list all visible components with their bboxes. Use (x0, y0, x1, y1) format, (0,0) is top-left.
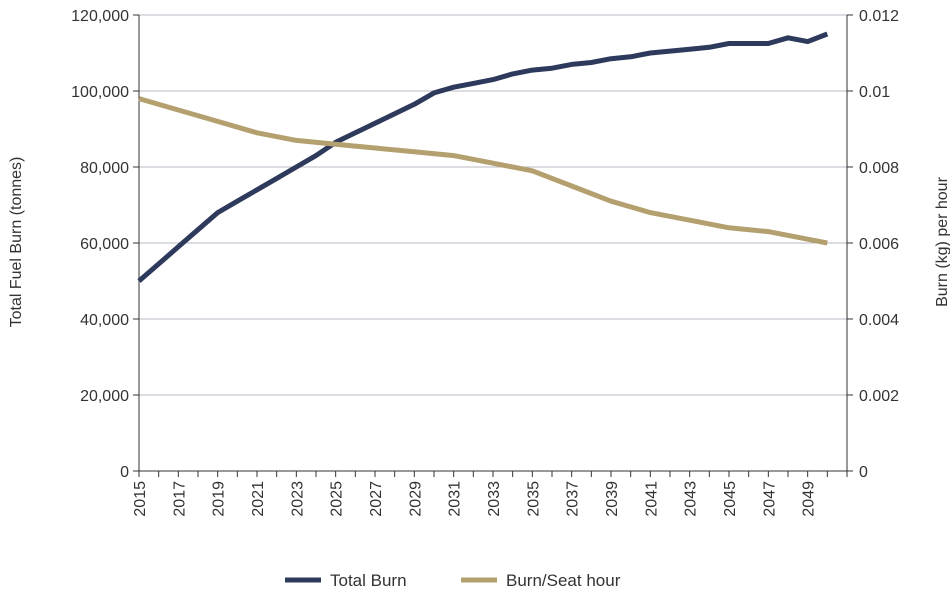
right-tick-label: 0.008 (859, 160, 899, 177)
series-line-burn-seat-hour (138, 96, 828, 246)
left-tick-label: 80,000 (80, 160, 129, 177)
left-tick-label: 20,000 (80, 388, 129, 405)
right-tick-label: 0.01 (859, 84, 890, 101)
x-tick-label: 2029 (407, 481, 424, 517)
left-tick-label: 0 (120, 464, 129, 481)
right-tick-label: 0.012 (859, 8, 899, 25)
right-tick-label: 0.004 (859, 312, 899, 329)
x-tick-label: 2039 (604, 481, 621, 517)
x-tick-label: 2027 (368, 481, 385, 517)
legend: Total Burn Burn/Seat hour (285, 571, 621, 590)
x-tick-label: 2033 (486, 481, 503, 517)
x-tick-label: 2043 (683, 481, 700, 517)
x-tick-label: 2047 (761, 481, 778, 517)
x-tick-label: 2045 (722, 481, 739, 517)
x-tick-label: 2041 (643, 481, 660, 517)
x-tick-label: 2031 (447, 481, 464, 517)
legend-label-total-burn: Total Burn (330, 571, 407, 590)
left-tick-label: 120,000 (71, 8, 129, 25)
x-tick-label: 2015 (132, 481, 149, 517)
x-tick-label: 2037 (565, 481, 582, 517)
legend-label-burn-seat-hour: Burn/Seat hour (506, 571, 621, 590)
series-line-total-burn (137, 31, 829, 283)
x-tick-label: 2035 (525, 481, 542, 517)
x-tick-label: 2049 (801, 481, 818, 517)
right-axis-title: Burn (kg) per hour (934, 176, 950, 307)
x-tick-label: 2023 (289, 481, 306, 517)
grid-lines (139, 14, 847, 396)
series-lines (137, 31, 829, 283)
right-tick-label: 0 (859, 464, 868, 481)
left-tick-label: 40,000 (80, 312, 129, 329)
x-axis-ticks: 2015 2017 2019 2021 2023 2025 2027 2029 2031 2033… (132, 471, 848, 517)
left-tick-label: 60,000 (80, 236, 129, 253)
x-tick-label: 2021 (250, 481, 267, 517)
x-tick-label: 2025 (329, 481, 346, 517)
right-tick-label: 0.006 (859, 236, 899, 253)
left-tick-label: 100,000 (71, 84, 129, 101)
x-tick-label: 2019 (211, 481, 228, 517)
right-axis-ticks: 0 0.002 0.004 0.006 0.008 0.01 0.012 (847, 8, 899, 481)
left-axis-title: Total Fuel Burn (tonnes) (8, 157, 25, 328)
right-tick-label: 0.002 (859, 388, 899, 405)
left-axis-ticks: 0 20,000 40,000 60,000 80,000 100,000 120,000 (71, 8, 139, 481)
x-tick-label: 2017 (171, 481, 188, 517)
